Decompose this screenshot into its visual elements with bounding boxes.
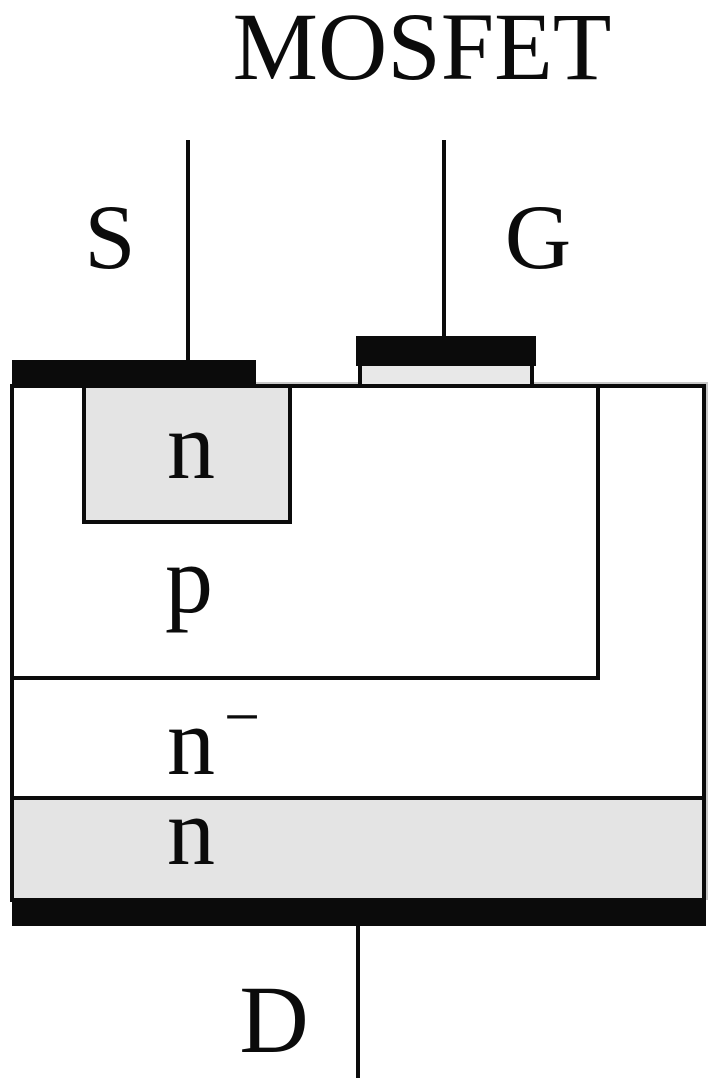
drift-region-label: n [167, 688, 215, 795]
drift-region-superscript: − [224, 681, 260, 752]
p-body-label: p [165, 526, 213, 633]
p-body-region [12, 386, 600, 680]
drain-metal-contact [12, 898, 706, 926]
gate-oxide-layer [358, 362, 534, 388]
n-source-well [82, 384, 292, 524]
drain-terminal-label: D [239, 966, 308, 1073]
substrate-label: n [167, 778, 215, 885]
diagram-title: MOSFET [233, 0, 612, 100]
source-well-label: n [167, 392, 215, 499]
source-terminal-label: S [84, 186, 135, 288]
gate-terminal-label: G [505, 186, 571, 288]
n-substrate-region [10, 796, 706, 902]
source-metal-contact [12, 360, 256, 388]
gate-metal-electrode [356, 336, 536, 366]
